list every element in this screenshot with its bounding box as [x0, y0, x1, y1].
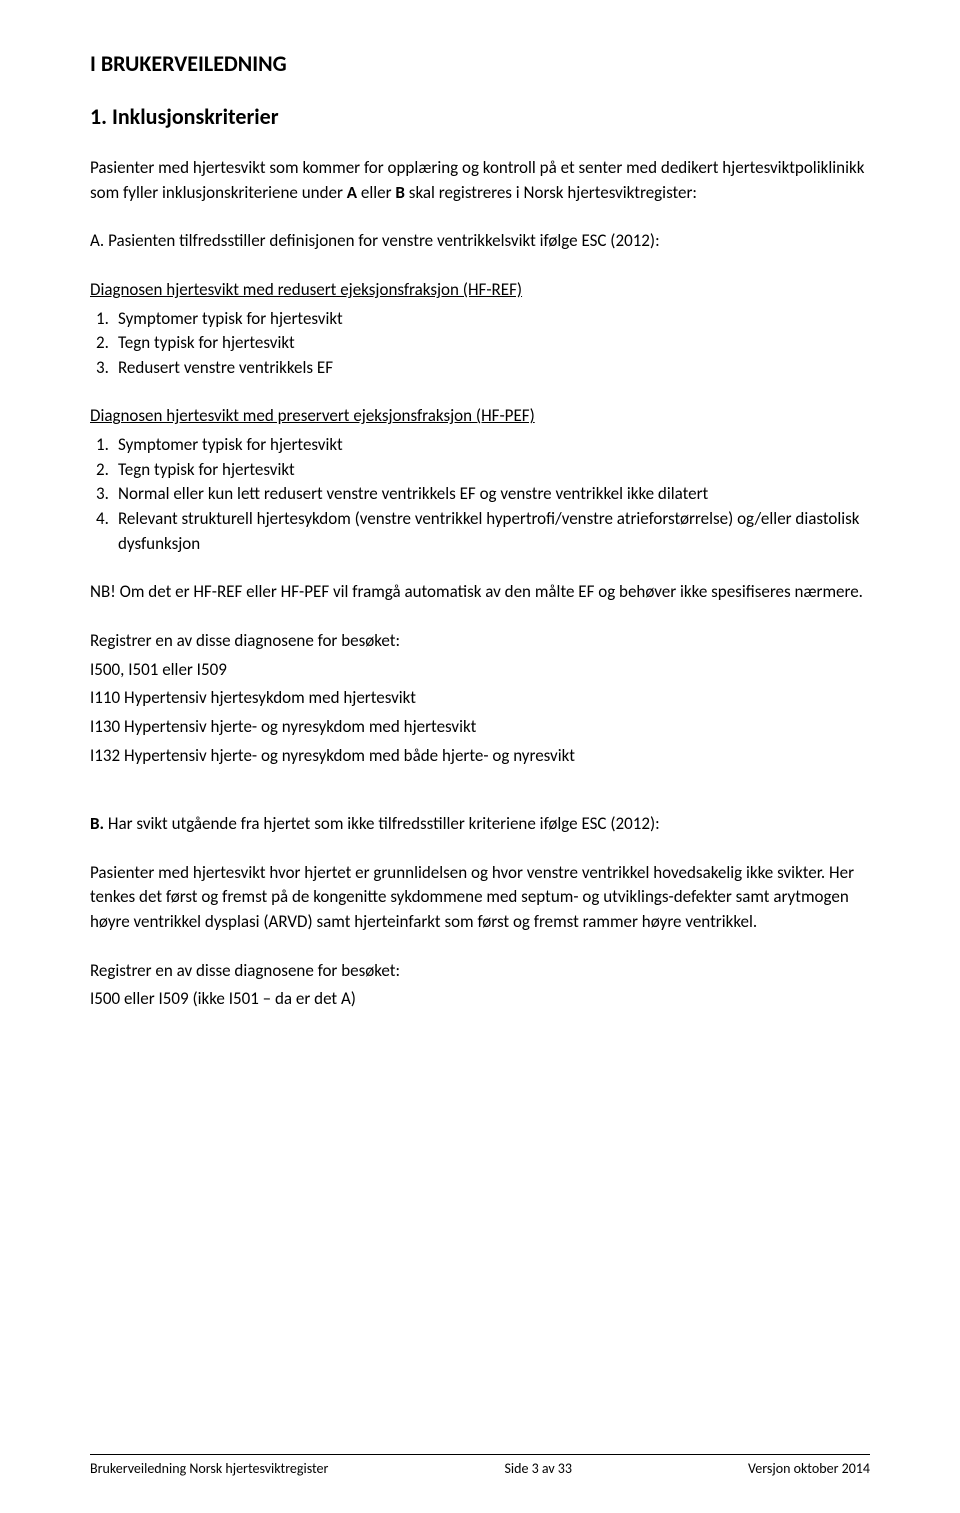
footer-divider — [90, 1454, 870, 1455]
register-b-lead: Registrer en av disse diagnosene for bes… — [90, 959, 870, 984]
criterion-b-lead: B. Har svikt utgående fra hjertet som ik… — [90, 812, 870, 837]
footer-center: Side 3 av 33 — [504, 1460, 572, 1477]
list-item: 4.Relevant strukturell hjertesykdom (ven… — [90, 507, 870, 556]
diag-pef-list: 1.Symptomer typisk for hjertesvikt 2.Teg… — [90, 433, 870, 556]
list-item: 1.Symptomer typisk for hjertesvikt — [90, 433, 870, 458]
list-item: 2.Tegn typisk for hjertesvikt — [90, 458, 870, 483]
register-a-lead: Registrer en av disse diagnosene for bes… — [90, 629, 870, 654]
page-title: I BRUKERVEILEDNING — [90, 50, 870, 77]
register-a-line: I110 Hypertensiv hjertesykdom med hjerte… — [90, 686, 870, 711]
list-item: 3.Redusert venstre ventrikkels EF — [90, 356, 870, 381]
footer-left: Brukerveiledning Norsk hjertesviktregist… — [90, 1460, 328, 1477]
page-footer: Brukerveiledning Norsk hjertesviktregist… — [90, 1460, 870, 1477]
diag-pef-heading: Diagnosen hjertesvikt med preservert eje… — [90, 404, 870, 429]
nb-paragraph: NB! Om det er HF-REF eller HF-PEF vil fr… — [90, 580, 870, 605]
section-heading: 1. Inklusjonskriterier — [90, 103, 870, 130]
register-a-block: Registrer en av disse diagnosene for bes… — [90, 629, 870, 768]
diag-ref-list: 1.Symptomer typisk for hjertesvikt 2.Teg… — [90, 307, 870, 381]
register-b-block: Registrer en av disse diagnosene for bes… — [90, 959, 870, 1012]
register-a-line: I130 Hypertensiv hjerte- og nyresykdom m… — [90, 715, 870, 740]
intro-paragraph: Pasienter med hjertesvikt som kommer for… — [90, 156, 870, 205]
list-item: 1.Symptomer typisk for hjertesvikt — [90, 307, 870, 332]
criterion-b-paragraph: Pasienter med hjertesvikt hvor hjertet e… — [90, 861, 870, 935]
register-a-line: I500, I501 eller I509 — [90, 658, 870, 683]
register-b-line: I500 eller I509 (ikke I501 – da er det A… — [90, 987, 870, 1012]
footer-right: Versjon oktober 2014 — [748, 1460, 870, 1477]
criterion-a-lead: A. Pasienten tilfredsstiller definisjone… — [90, 229, 870, 254]
list-item: 2.Tegn typisk for hjertesvikt — [90, 331, 870, 356]
diag-ref-heading: Diagnosen hjertesvikt med redusert ejeks… — [90, 278, 870, 303]
register-a-line: I132 Hypertensiv hjerte- og nyresykdom m… — [90, 744, 870, 769]
list-item: 3.Normal eller kun lett redusert venstre… — [90, 482, 870, 507]
